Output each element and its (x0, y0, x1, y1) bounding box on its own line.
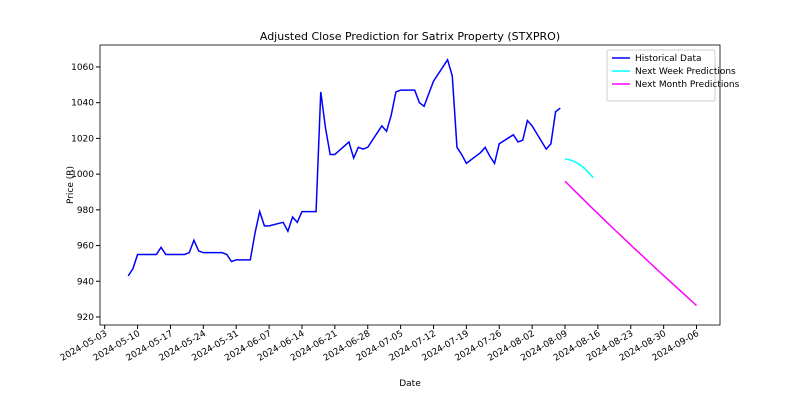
y-tick-label: 980 (77, 206, 94, 216)
plot-frame (99, 44, 721, 326)
legend-label: Next Month Predictions (635, 80, 740, 90)
legend-box (606, 49, 716, 102)
y-tick-label: 1060 (71, 63, 94, 73)
y-tick-label: 960 (77, 242, 94, 252)
y-tick-label: 1020 (71, 134, 94, 144)
legend-label: Next Week Predictions (635, 67, 736, 77)
y-tick-label: 920 (77, 313, 94, 323)
series-line (127, 58, 561, 277)
y-axis-label: Price (R) (66, 166, 76, 204)
chart-title: Adjusted Close Prediction for Satrix Pro… (260, 30, 560, 43)
series-line (564, 158, 594, 179)
y-tick-label: 1000 (71, 170, 94, 180)
legend-label: Historical Data (635, 54, 702, 64)
x-axis-label: Date (399, 379, 421, 389)
y-tick-label: 940 (77, 277, 94, 287)
series-line (564, 180, 698, 307)
y-tick-label: 1040 (71, 99, 94, 109)
